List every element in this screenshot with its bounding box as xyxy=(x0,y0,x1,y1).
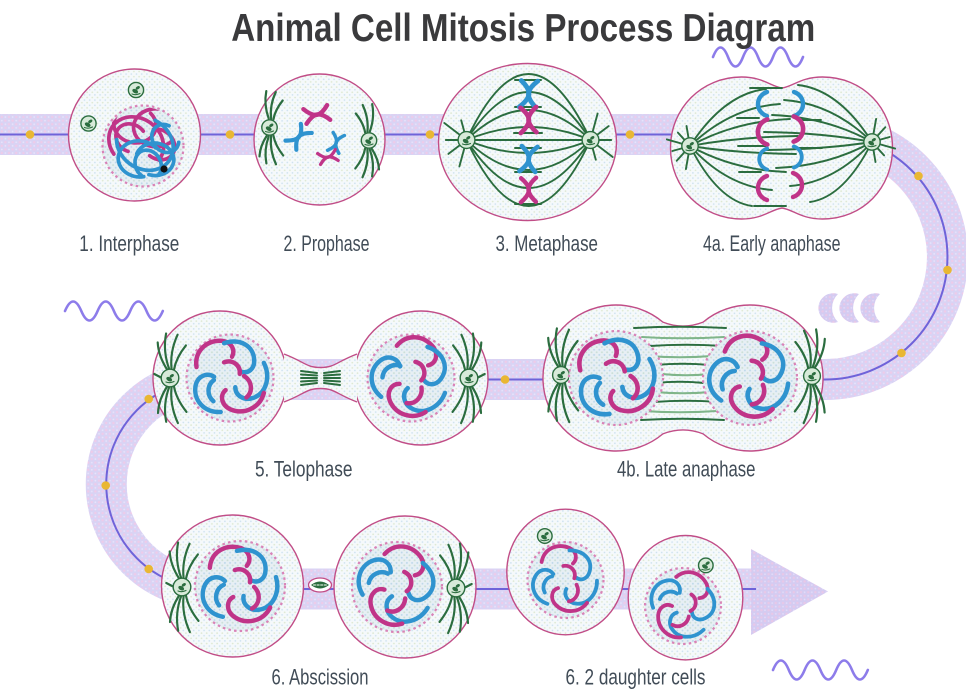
svg-text:1. Interphase: 1. Interphase xyxy=(79,231,179,256)
svg-text:5. Telophase: 5. Telophase xyxy=(255,457,353,482)
svg-text:Animal Cell Mitosis Process Di: Animal Cell Mitosis Process Diagram xyxy=(231,7,815,50)
svg-text:4b. Late anaphase: 4b. Late anaphase xyxy=(617,457,756,482)
svg-text:3. Metaphase: 3. Metaphase xyxy=(495,231,598,256)
svg-text:6. 2 daughter cells: 6. 2 daughter cells xyxy=(566,665,706,690)
svg-text:2. Prophase: 2. Prophase xyxy=(284,231,370,256)
svg-text:4a. Early anaphase: 4a. Early anaphase xyxy=(703,231,841,256)
svg-text:6. Abscission: 6. Abscission xyxy=(272,665,369,690)
